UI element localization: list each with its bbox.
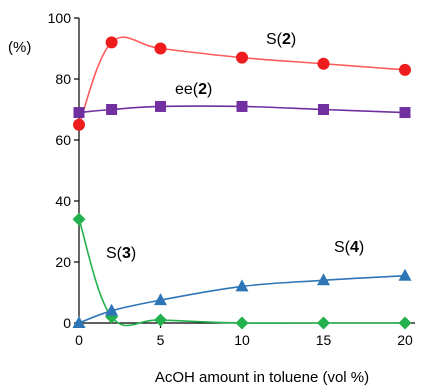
data-point bbox=[105, 36, 118, 49]
series-label-prefix: S( bbox=[266, 31, 283, 48]
data-point bbox=[235, 279, 249, 292]
data-point bbox=[154, 313, 167, 327]
series-markers bbox=[72, 36, 412, 330]
y-tick-label: 60 bbox=[55, 132, 71, 148]
series-label-prefix: S( bbox=[106, 245, 123, 262]
series-label-suffix: ) bbox=[207, 81, 212, 98]
data-point bbox=[398, 268, 412, 281]
series-label-number: 2 bbox=[198, 81, 207, 98]
y-axis-label: (%) bbox=[8, 39, 31, 56]
series-line-1 bbox=[78, 36, 406, 126]
data-point bbox=[155, 100, 166, 112]
axes: 0 20 40 60 80 100 0 5 10 15 20 bbox=[48, 10, 415, 348]
data-point bbox=[317, 57, 330, 70]
y-tick-label: 0 bbox=[63, 315, 71, 331]
data-point bbox=[235, 316, 249, 330]
series-label-4: S(4) bbox=[334, 239, 364, 256]
data-point bbox=[399, 63, 411, 76]
y-tick-label: 100 bbox=[48, 10, 72, 26]
data-point bbox=[154, 293, 167, 306]
series-label-suffix: ) bbox=[291, 31, 296, 48]
x-tick-label: 10 bbox=[234, 332, 250, 348]
y-tick-label: 20 bbox=[55, 254, 71, 270]
series-label-number: 4 bbox=[350, 239, 359, 256]
series-line-3 bbox=[78, 219, 405, 327]
series-labels: S(2)ee(2)S(3) S(4) bbox=[106, 31, 364, 262]
data-point bbox=[72, 212, 86, 226]
x-tick-label: 5 bbox=[157, 332, 165, 348]
data-point bbox=[154, 42, 167, 55]
data-point bbox=[105, 303, 119, 316]
data-point bbox=[318, 104, 329, 115]
data-point bbox=[317, 273, 330, 286]
series-label-prefix: ee( bbox=[175, 81, 199, 98]
x-tick-label: 0 bbox=[75, 332, 83, 348]
data-point bbox=[398, 316, 412, 330]
series-label-3: S(3) bbox=[106, 245, 136, 262]
data-point bbox=[73, 107, 85, 119]
series-label-suffix: ) bbox=[131, 245, 136, 262]
data-point bbox=[317, 316, 330, 330]
data-point bbox=[106, 104, 118, 115]
y-tick-label: 40 bbox=[55, 193, 71, 209]
x-tick-label: 15 bbox=[316, 332, 332, 348]
data-point bbox=[236, 100, 248, 112]
series-label-number: 2 bbox=[282, 31, 291, 48]
series-label-2: ee(2) bbox=[175, 81, 212, 98]
series-label-suffix: ) bbox=[359, 239, 364, 256]
y-tick-label: 80 bbox=[55, 71, 71, 87]
x-axis-label: AcOH amount in toluene (vol %) bbox=[155, 369, 369, 386]
series-label-1: S(2) bbox=[266, 31, 296, 48]
series-label-number: 3 bbox=[122, 245, 131, 262]
data-point bbox=[236, 51, 248, 64]
data-point bbox=[73, 118, 85, 131]
x-tick-label: 20 bbox=[397, 332, 413, 348]
series-label-prefix: S( bbox=[334, 239, 351, 256]
data-point bbox=[72, 316, 86, 328]
data-point bbox=[399, 107, 411, 119]
